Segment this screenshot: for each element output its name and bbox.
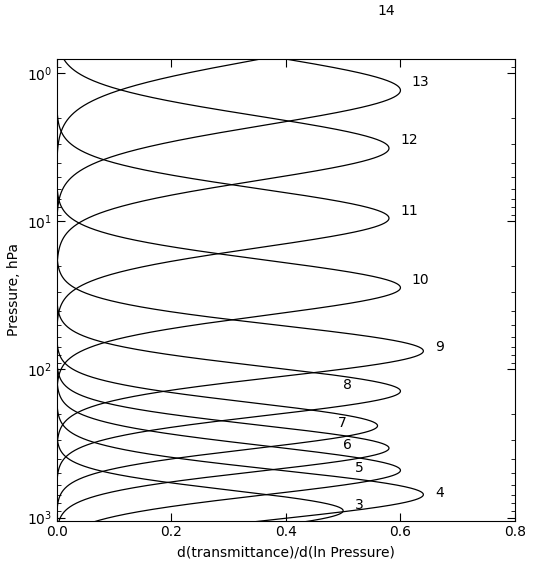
Text: 9: 9 xyxy=(435,340,443,354)
X-axis label: d(transmittance)/d(ln Pressure): d(transmittance)/d(ln Pressure) xyxy=(177,545,395,559)
Text: 12: 12 xyxy=(400,132,418,147)
Text: 8: 8 xyxy=(343,378,352,392)
Text: 3: 3 xyxy=(354,498,364,512)
Text: 4: 4 xyxy=(435,486,443,500)
Y-axis label: Pressure, hPa: Pressure, hPa xyxy=(7,243,21,336)
Text: 13: 13 xyxy=(412,75,430,89)
Text: 14: 14 xyxy=(377,5,395,18)
Text: 7: 7 xyxy=(337,416,346,430)
Text: 5: 5 xyxy=(354,461,364,474)
Text: 10: 10 xyxy=(412,273,430,288)
Text: 11: 11 xyxy=(400,204,418,218)
Text: 6: 6 xyxy=(343,438,352,452)
